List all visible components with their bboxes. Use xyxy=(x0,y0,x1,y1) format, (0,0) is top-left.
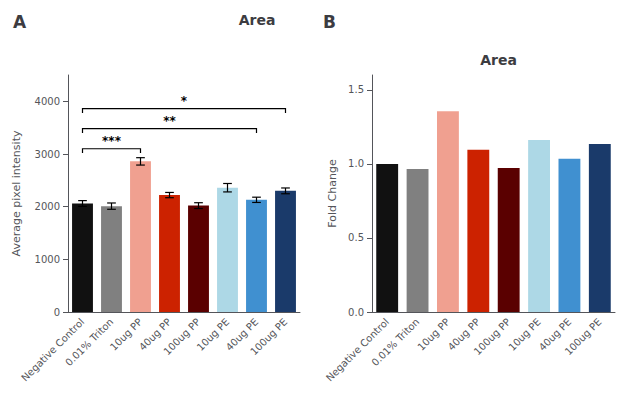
svg-text:***: *** xyxy=(102,134,122,148)
svg-text:Average pixel intensity: Average pixel intensity xyxy=(10,130,23,256)
svg-text:10ug PP: 10ug PP xyxy=(107,316,145,353)
svg-text:0.0: 0.0 xyxy=(348,307,364,318)
svg-text:0.01% Triton: 0.01% Triton xyxy=(369,316,421,368)
svg-text:**: ** xyxy=(163,114,176,128)
svg-text:1.5: 1.5 xyxy=(348,84,364,95)
svg-text:100ug PP: 100ug PP xyxy=(161,316,202,357)
svg-text:40ug PP: 40ug PP xyxy=(445,316,483,353)
svg-text:40ug PE: 40ug PE xyxy=(536,316,574,353)
svg-text:2000: 2000 xyxy=(35,201,60,212)
svg-text:4000: 4000 xyxy=(35,96,60,107)
svg-text:Area: Area xyxy=(239,12,276,28)
svg-text:B: B xyxy=(323,12,336,32)
svg-text:10ug PE: 10ug PE xyxy=(506,316,543,353)
svg-text:3000: 3000 xyxy=(35,149,60,160)
svg-text:40ug PP: 40ug PP xyxy=(136,316,174,353)
svg-text:Area: Area xyxy=(480,52,517,68)
svg-text:10ug PE: 10ug PE xyxy=(194,316,232,353)
svg-text:0.5: 0.5 xyxy=(348,232,364,243)
svg-text:Fold Change: Fold Change xyxy=(326,159,339,228)
svg-text:100ug PE: 100ug PE xyxy=(248,316,289,357)
svg-text:*: * xyxy=(181,94,188,108)
svg-text:Negative Control: Negative Control xyxy=(19,316,87,384)
svg-text:1000: 1000 xyxy=(35,254,60,265)
svg-text:Negative Control: Negative Control xyxy=(323,316,392,384)
svg-text:40ug PE: 40ug PE xyxy=(223,316,261,353)
svg-text:100ug PE: 100ug PE xyxy=(563,316,604,357)
svg-text:0.01% Triton: 0.01% Triton xyxy=(63,316,115,368)
svg-text:0: 0 xyxy=(54,307,60,318)
svg-text:1.0: 1.0 xyxy=(348,158,364,169)
svg-text:100ug PP: 100ug PP xyxy=(472,316,513,357)
svg-text:A: A xyxy=(13,12,27,32)
svg-text:10ug PP: 10ug PP xyxy=(415,316,451,352)
